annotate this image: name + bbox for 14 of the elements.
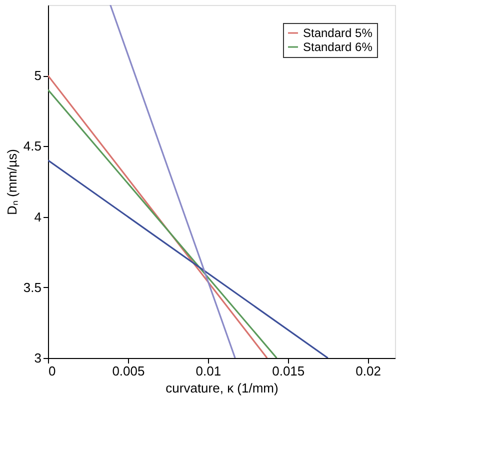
legend-label: Standard 5% (303, 26, 373, 40)
x-axis-title: curvature, κ (1/mm) (166, 380, 278, 396)
y-tick-label: 3.5 (23, 280, 42, 295)
x-tick-label: 0.01 (196, 364, 222, 378)
y-tick-label: 5 (34, 68, 42, 84)
legend-label: Standard 6% (303, 40, 373, 54)
x-tick-label: 0.015 (272, 364, 305, 378)
y-tick-label: 3 (34, 350, 42, 366)
x-tick-label: 0.005 (112, 364, 145, 378)
y-tick-label: 4.5 (23, 138, 42, 154)
y-tick-label: 4 (34, 209, 42, 224)
y-axis-title: Dₙ (mm/µs) (4, 149, 20, 215)
x-tick-label: 0.02 (356, 364, 381, 378)
x-tick-label: 0 (48, 364, 56, 378)
